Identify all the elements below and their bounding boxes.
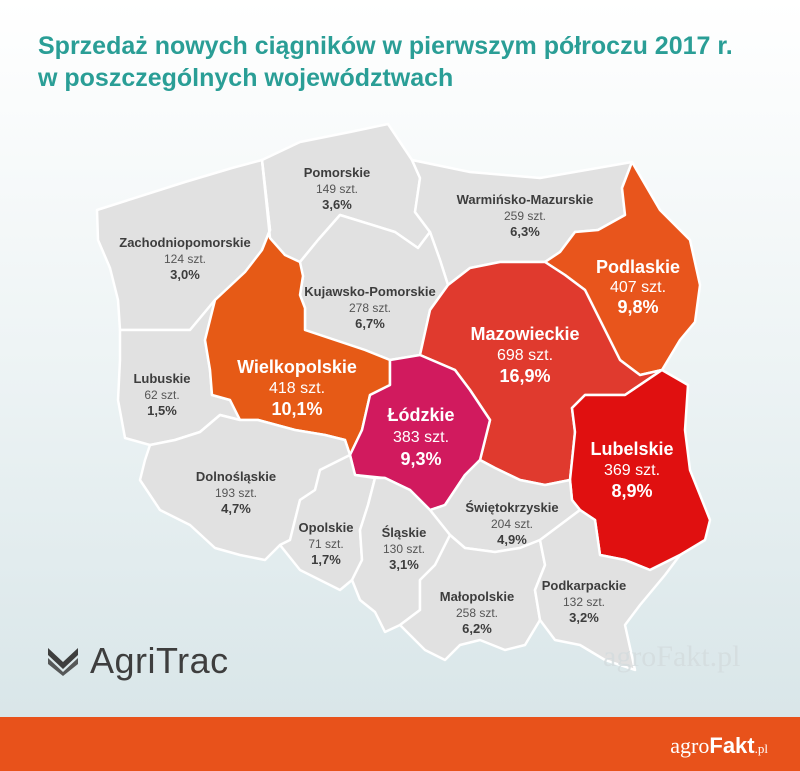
footer-logo-agro: agro xyxy=(670,733,710,758)
region-malopolskie xyxy=(398,533,547,662)
agritrac-logo: AgriTrac xyxy=(46,640,229,682)
pct-pomorskie: 3,6% xyxy=(322,197,352,212)
pct-zachodniopomorskie: 3,0% xyxy=(170,267,200,282)
name-podlaskie: Podlaskie xyxy=(596,257,680,277)
label-opolskie: Opolskie 71 szt. 1,7% xyxy=(299,520,354,567)
name-warminsko-mazurskie: Warmińsko-Mazurskie xyxy=(457,192,594,207)
name-lubuskie: Lubuskie xyxy=(133,371,190,386)
count-kujawsko-pomorskie: 278 szt. xyxy=(349,301,391,315)
count-warminsko-mazurskie: 259 szt. xyxy=(504,209,546,223)
agritrac-chevron-icon xyxy=(48,648,78,676)
count-slaskie: 130 szt. xyxy=(383,542,425,556)
footer-logo-fakt: Fakt xyxy=(709,733,755,758)
pct-podkarpackie: 3,2% xyxy=(569,610,599,625)
label-mazowieckie: Mazowieckie 698 szt. 16,9% xyxy=(470,324,579,386)
label-kujawsko-pomorskie: Kujawsko-Pomorskie 278 szt. 6,7% xyxy=(304,284,436,331)
pct-lubuskie: 1,5% xyxy=(147,403,177,418)
name-opolskie: Opolskie xyxy=(299,520,354,535)
pct-wielkopolskie: 10,1% xyxy=(271,399,322,419)
label-malopolskie: Małopolskie 258 szt. 6,2% xyxy=(440,589,514,636)
count-podkarpackie: 132 szt. xyxy=(563,595,605,609)
label-dolnoslaskie: Dolnośląskie 193 szt. 4,7% xyxy=(196,469,276,516)
count-swietokrzyskie: 204 szt. xyxy=(491,517,533,531)
label-lodzkie: Łódzkie 383 szt. 9,3% xyxy=(387,405,454,469)
pct-warminsko-mazurskie: 6,3% xyxy=(510,224,540,239)
region-podkarpackie xyxy=(533,508,682,672)
title-line-1: Sprzedaż nowych ciągników w pierwszym pó… xyxy=(38,32,733,60)
pct-lodzkie: 9,3% xyxy=(400,449,441,469)
pct-swietokrzyskie: 4,9% xyxy=(497,532,527,547)
label-wielkopolskie: Wielkopolskie 418 szt. 10,1% xyxy=(237,357,357,419)
pct-opolskie: 1,7% xyxy=(311,552,341,567)
chart-title: Sprzedaż nowych ciągników w pierwszym pó… xyxy=(38,30,758,94)
footer-bar: agroFakt.pl xyxy=(0,717,800,771)
name-slaskie: Śląskie xyxy=(382,525,427,540)
name-kujawsko-pomorskie: Kujawsko-Pomorskie xyxy=(304,284,436,299)
label-warminsko-mazurskie: Warmińsko-Mazurskie 259 szt. 6,3% xyxy=(457,192,594,239)
label-pomorskie: Pomorskie 149 szt. 3,6% xyxy=(304,165,370,212)
pct-lubelskie: 8,9% xyxy=(611,481,652,501)
count-pomorskie: 149 szt. xyxy=(316,182,358,196)
label-zachodniopomorskie: Zachodniopomorskie 124 szt. 3,0% xyxy=(119,235,250,282)
label-podkarpackie: Podkarpackie 132 szt. 3,2% xyxy=(542,578,627,625)
agrofakt-watermark: agroFakt.pl xyxy=(603,640,741,673)
pct-mazowieckie: 16,9% xyxy=(499,366,550,386)
count-lodzkie: 383 szt. xyxy=(393,429,449,446)
count-mazowieckie: 698 szt. xyxy=(497,347,553,364)
count-dolnoslaskie: 193 szt. xyxy=(215,486,257,500)
name-podkarpackie: Podkarpackie xyxy=(542,578,627,593)
name-lubelskie: Lubelskie xyxy=(590,439,673,459)
count-zachodniopomorskie: 124 szt. xyxy=(164,252,206,266)
label-lubelskie: Lubelskie 369 szt. 8,9% xyxy=(590,439,673,501)
pct-kujawsko-pomorskie: 6,7% xyxy=(355,316,385,331)
pct-malopolskie: 6,2% xyxy=(462,621,492,636)
name-lodzkie: Łódzkie xyxy=(387,405,454,425)
name-mazowieckie: Mazowieckie xyxy=(470,324,579,344)
label-lubuskie: Lubuskie 62 szt. 1,5% xyxy=(133,371,190,418)
name-wielkopolskie: Wielkopolskie xyxy=(237,357,357,377)
count-wielkopolskie: 418 szt. xyxy=(269,380,325,397)
name-swietokrzyskie: Świętokrzyskie xyxy=(465,500,558,515)
footer-agrofakt-logo[interactable]: agroFakt.pl xyxy=(670,733,768,759)
count-malopolskie: 258 szt. xyxy=(456,606,498,620)
name-zachodniopomorskie: Zachodniopomorskie xyxy=(119,235,250,250)
label-swietokrzyskie: Świętokrzyskie 204 szt. 4,9% xyxy=(465,500,558,547)
count-opolskie: 71 szt. xyxy=(308,537,343,551)
title-line-2: w poszczególnych województwach xyxy=(38,64,454,92)
agritrac-wordmark: AgriTrac xyxy=(90,640,229,681)
name-pomorskie: Pomorskie xyxy=(304,165,370,180)
count-lubelskie: 369 szt. xyxy=(604,462,660,479)
label-slaskie: Śląskie 130 szt. 3,1% xyxy=(382,525,427,572)
footer-logo-pl: .pl xyxy=(754,741,768,756)
pct-podlaskie: 9,8% xyxy=(617,297,658,317)
name-malopolskie: Małopolskie xyxy=(440,589,514,604)
name-dolnoslaskie: Dolnośląskie xyxy=(196,469,276,484)
count-podlaskie: 407 szt. xyxy=(610,279,666,296)
label-podlaskie: Podlaskie 407 szt. 9,8% xyxy=(596,257,680,317)
pct-slaskie: 3,1% xyxy=(389,557,419,572)
count-lubuskie: 62 szt. xyxy=(144,388,179,402)
pct-dolnoslaskie: 4,7% xyxy=(221,501,251,516)
